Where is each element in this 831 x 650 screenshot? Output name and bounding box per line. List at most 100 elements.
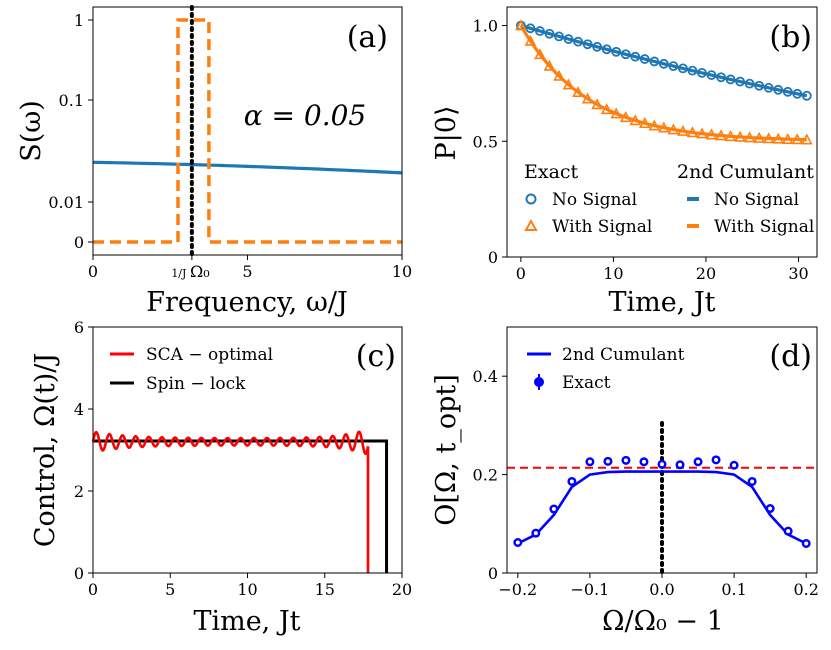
panel-a-alpha-annotation: α = 0.05	[244, 99, 367, 132]
exact-point-center	[696, 459, 701, 464]
exact-point-no-signal	[563, 34, 574, 44]
panel-b-ylabel: P|0⟩	[431, 106, 462, 161]
exact-point-center	[786, 529, 791, 534]
exact-point-no-signal	[535, 26, 545, 36]
panel-c-plot-area	[91, 430, 389, 573]
exact-point-no-signal	[744, 78, 755, 89]
exact-point-no-signal	[649, 56, 660, 67]
x-tick-label: 0.0	[649, 580, 674, 599]
exact-point-with-signal	[600, 103, 613, 115]
exact-point-no-signal	[658, 58, 669, 69]
legend-title-cumulant: 2nd Cumulant	[677, 161, 814, 183]
y-tick-label: 0.5	[473, 132, 498, 151]
panel-d: −0.2 −0.1 0.0 0.1 0.2 0 0.2 0.4 (d) 2nd Cumulan…	[431, 326, 819, 637]
panel-a-xlabel: Frequency, ω/J	[146, 287, 348, 318]
signal-dashed-line	[93, 18, 402, 244]
x-tick-label: 20	[696, 264, 716, 283]
panel-c-ticks: 0 5 10 15 20 0 2 4 6	[74, 318, 412, 599]
y-tick-label: 0.4	[473, 367, 498, 386]
legend-cumulant-no-signal: No Signal	[714, 190, 799, 210]
y-tick-label: 1.0	[473, 17, 498, 36]
exact-point-center	[660, 462, 664, 467]
panel-b-legend: Exact 2nd Cumulant No Signal With Signal…	[524, 161, 814, 237]
x-tick-label: 0.2	[793, 580, 818, 599]
exact-point-center	[623, 458, 628, 463]
exact-point-with-signal	[696, 127, 708, 139]
exact-point-no-signal	[611, 46, 622, 57]
panel-d-legend: 2nd Cumulant Exact	[527, 345, 685, 393]
exact-point-with-signal	[762, 132, 775, 144]
panel-c-label: (c)	[356, 339, 396, 374]
x-tick-label: 15	[315, 580, 335, 599]
exact-point-no-signal	[687, 65, 698, 76]
exact-point-center	[587, 459, 592, 464]
legend-exact-with-signal: With Signal	[552, 217, 652, 237]
exact-point-no-signal	[630, 51, 641, 62]
y-tick-label: 0	[488, 564, 498, 583]
exact-point-with-signal	[686, 126, 699, 138]
exact-point-no-signal	[601, 44, 612, 55]
legend-cumulant-with-signal: With Signal	[714, 217, 814, 237]
exact-point-with-signal	[705, 128, 718, 140]
x-tick-label: 5	[165, 580, 175, 599]
exact-point-center	[678, 462, 683, 467]
legend-title-exact: Exact	[524, 161, 579, 183]
exact-point-center	[732, 463, 737, 468]
exact-point-no-signal	[525, 23, 536, 34]
exact-point-no-signal	[678, 63, 688, 74]
panel-c-xlabel: Time, Jt	[193, 606, 300, 637]
exact-point-no-signal	[754, 80, 765, 91]
exact-point-no-signal	[554, 31, 564, 42]
legend-marker-exact-no-signal	[525, 193, 537, 205]
exact-point-with-signal	[581, 92, 594, 104]
exact-point-center	[569, 479, 574, 484]
legend-exact-no-signal: No Signal	[552, 190, 637, 210]
exact-point-center	[768, 506, 773, 511]
exact-point-with-signal	[572, 85, 584, 98]
exact-point-with-signal	[677, 124, 689, 136]
exact-point-with-signal	[515, 19, 527, 31]
panel-c-legend: SCA − optimal Spin − lock	[110, 345, 273, 394]
y-tick-label: 4	[74, 400, 84, 419]
x-tick-label: 0	[88, 262, 98, 281]
exact-point-no-signal	[582, 39, 593, 50]
panel-d-ticks: −0.2 −0.1 0.0 0.1 0.2 0 0.2 0.4	[473, 367, 819, 599]
cumulant-line-no-signal	[520, 23, 808, 98]
exact-point-center	[804, 541, 809, 546]
exact-point-center	[533, 531, 538, 536]
exact-point-with-signal	[638, 117, 651, 129]
exact-point-with-signal	[791, 133, 804, 145]
exact-point-with-signal	[781, 132, 794, 144]
exact-point-with-signal	[658, 121, 670, 133]
x-tick-label: 0.1	[721, 580, 746, 599]
y-tick-label: 6	[74, 318, 84, 337]
exact-point-with-signal	[553, 69, 565, 81]
exact-point-no-signal	[668, 61, 679, 72]
x-tick-label: 10	[603, 264, 623, 283]
exact-point-no-signal	[620, 49, 631, 60]
exact-point-with-signal	[610, 107, 623, 119]
panel-b-frame	[506, 6, 818, 258]
legend-2nd-cumulant: 2nd Cumulant	[562, 345, 685, 365]
exact-point-center	[605, 459, 610, 464]
exact-point-with-signal	[667, 123, 680, 135]
x-tick-label: 10	[392, 262, 412, 281]
exact-point-no-signal	[639, 54, 650, 64]
panel-b-ticks: 0 10 20 30 0 0.5 1.0	[473, 17, 809, 283]
panel-a-ylabel: S(ω)	[16, 100, 47, 162]
panel-a-ticks: 0 5 10 1/J Ω₀ 0 0.01 0.1 1	[48, 11, 412, 281]
panel-d-plot-area	[507, 420, 817, 575]
exact-point-with-signal	[534, 48, 546, 60]
panel-b-plot-area	[515, 19, 813, 145]
cumulant-line-with-signal	[519, 24, 807, 142]
legend-marker-exact-with-signal	[524, 218, 538, 231]
exact-point-center	[714, 457, 719, 462]
exact-point-with-signal	[734, 130, 746, 142]
panel-d-ylabel: O[Ω, t_opt]	[431, 374, 462, 526]
panel-a-plot-area	[92, 5, 403, 257]
exact-point-no-signal	[544, 28, 555, 39]
y-tick-label: 2	[74, 482, 84, 501]
panel-c-ylabel: Control, Ω(t)/J	[30, 353, 61, 547]
exact-point-no-signal	[792, 88, 803, 99]
y-tick-label: 0	[74, 564, 84, 583]
